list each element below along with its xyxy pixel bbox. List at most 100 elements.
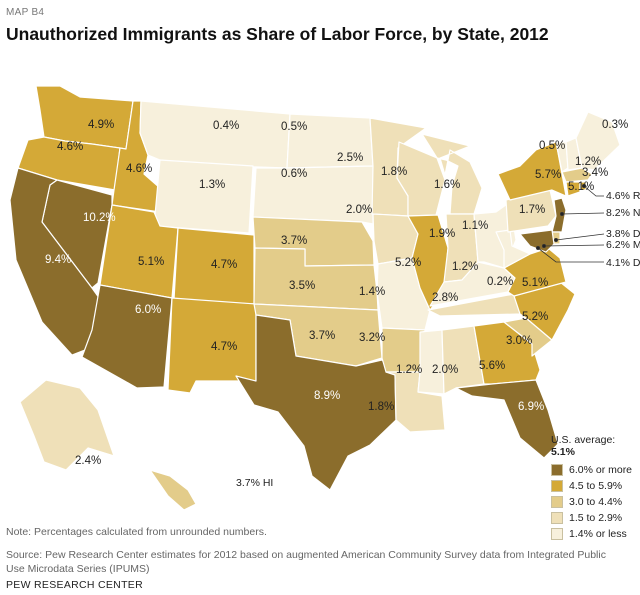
state-label-mn: 2.5% <box>337 152 363 164</box>
state-hi <box>149 469 197 511</box>
state-label-mt: 0.4% <box>213 120 239 132</box>
state-label-ak: 2.4% <box>75 455 101 467</box>
state-mi <box>421 133 483 215</box>
state-nc <box>513 281 576 341</box>
leader-line-de <box>555 233 605 241</box>
state-label-al: 2.0% <box>432 364 458 376</box>
state-ma <box>561 167 593 183</box>
state-label-ne: 3.7% <box>281 235 307 247</box>
legend-swatch <box>551 528 563 540</box>
legend-label: 6.0% or more <box>569 464 633 476</box>
state-label-wa: 4.9% <box>88 119 114 131</box>
state-ct <box>565 181 581 197</box>
page-title: Unauthorized Immigrants as Share of Labo… <box>6 24 549 44</box>
map-number: MAP B4 <box>6 7 45 18</box>
callout-label-hi: 3.7% HI <box>236 477 273 489</box>
state-label-sc: 3.0% <box>506 335 532 347</box>
legend-swatch <box>551 512 563 524</box>
state-tx <box>235 314 397 491</box>
state-label-nh: 1.2% <box>575 156 601 168</box>
state-label-nv: 10.2% <box>83 212 116 224</box>
state-label-ca: 9.4% <box>45 254 71 266</box>
leader-line-nj <box>561 212 605 215</box>
state-label-nd: 0.5% <box>281 121 307 133</box>
state-ak <box>19 379 115 471</box>
leader-dot-nj <box>560 211 565 216</box>
leader-dot-dc <box>536 245 541 250</box>
leader-dot-md <box>542 243 547 248</box>
callout-label-nj: 8.2% NJ <box>606 207 640 219</box>
state-ms <box>417 329 445 395</box>
state-label-mo: 1.4% <box>359 286 385 298</box>
legend-average-value: 5.1% <box>551 446 575 458</box>
state-label-nc: 5.2% <box>522 311 548 323</box>
state-label-mi: 1.6% <box>434 179 460 191</box>
callout-label-de: 3.8% DE <box>606 228 640 240</box>
legend-item: 1.4% or less <box>551 526 640 542</box>
legend-swatch <box>551 496 563 508</box>
state-label-il: 5.2% <box>395 257 421 269</box>
state-label-co: 4.7% <box>211 259 237 271</box>
leader-line-dc <box>537 247 604 263</box>
state-label-me: 0.3% <box>602 119 628 131</box>
state-label-ga: 5.6% <box>479 360 505 372</box>
state-label-ny: 5.7% <box>535 169 561 181</box>
footnote: Note: Percentages calculated from unroun… <box>6 526 267 538</box>
callout-label-ri: 4.6% RI <box>606 190 640 202</box>
state-label-or: 4.6% <box>57 141 83 153</box>
state-label-tx: 8.9% <box>314 390 340 402</box>
legend-item: 4.5 to 5.9% <box>551 478 640 494</box>
state-label-pa: 1.7% <box>519 204 545 216</box>
state-label-sd: 0.6% <box>281 168 307 180</box>
state-label-la: 1.8% <box>368 401 394 413</box>
state-nj <box>551 197 567 233</box>
state-label-ks: 3.5% <box>289 280 315 292</box>
legend-swatch <box>551 464 563 476</box>
state-label-oh: 1.1% <box>462 220 488 232</box>
legend-swatch <box>551 480 563 492</box>
state-wy <box>153 159 254 234</box>
state-label-wi: 1.8% <box>381 166 407 178</box>
legend-label: 3.0 to 4.4% <box>569 496 623 508</box>
state-label-vt: 0.5% <box>539 140 565 152</box>
organization-credit: PEW RESEARCH CENTER <box>6 579 143 591</box>
legend-average-label: U.S. average: <box>551 434 616 446</box>
callout-label-dc: 4.1% DC <box>606 257 640 269</box>
legend-label: 1.4% or less <box>569 528 627 540</box>
legend-average: U.S. average: 5.1% <box>551 434 640 458</box>
legend-item: 1.5 to 2.9% <box>551 510 640 526</box>
legend-item: 6.0% or more <box>551 462 640 478</box>
legend-label: 1.5 to 2.9% <box>569 512 623 524</box>
state-label-id: 4.6% <box>126 163 152 175</box>
state-label-ct: 5.1% <box>568 181 594 193</box>
leader-line-ri <box>583 185 604 197</box>
state-mt <box>139 100 291 169</box>
state-label-fl: 6.9% <box>518 401 544 413</box>
callout-label-md: 6.2% MD <box>606 239 640 251</box>
leader-dot-ri <box>582 183 587 188</box>
state-label-nm: 4.7% <box>211 341 237 353</box>
legend-label: 4.5 to 5.9% <box>569 480 623 492</box>
state-label-tn: 2.8% <box>432 292 458 304</box>
state-label-wv: 0.2% <box>487 276 513 288</box>
leader-dot-de <box>554 237 559 242</box>
state-label-ma: 3.4% <box>582 167 608 179</box>
state-label-in: 1.9% <box>429 228 455 240</box>
state-label-ar: 3.2% <box>359 332 385 344</box>
state-label-ia: 2.0% <box>346 204 372 216</box>
state-label-az: 6.0% <box>135 304 161 316</box>
map-legend: U.S. average: 5.1% 6.0% or more 4.5 to 5… <box>551 434 640 542</box>
state-label-wy: 1.3% <box>199 179 225 191</box>
state-label-ky: 1.2% <box>452 261 478 273</box>
state-fl <box>455 379 559 459</box>
state-label-va: 5.1% <box>522 277 548 289</box>
leader-line-md <box>543 244 605 247</box>
state-ny <box>497 141 567 201</box>
legend-item: 3.0 to 4.4% <box>551 494 640 510</box>
state-label-ok: 3.7% <box>309 330 335 342</box>
state-label-ms: 1.2% <box>396 364 422 376</box>
source-note: Source: Pew Research Center estimates fo… <box>6 549 606 575</box>
state-sc <box>503 317 553 357</box>
state-label-ut: 5.1% <box>138 256 164 268</box>
